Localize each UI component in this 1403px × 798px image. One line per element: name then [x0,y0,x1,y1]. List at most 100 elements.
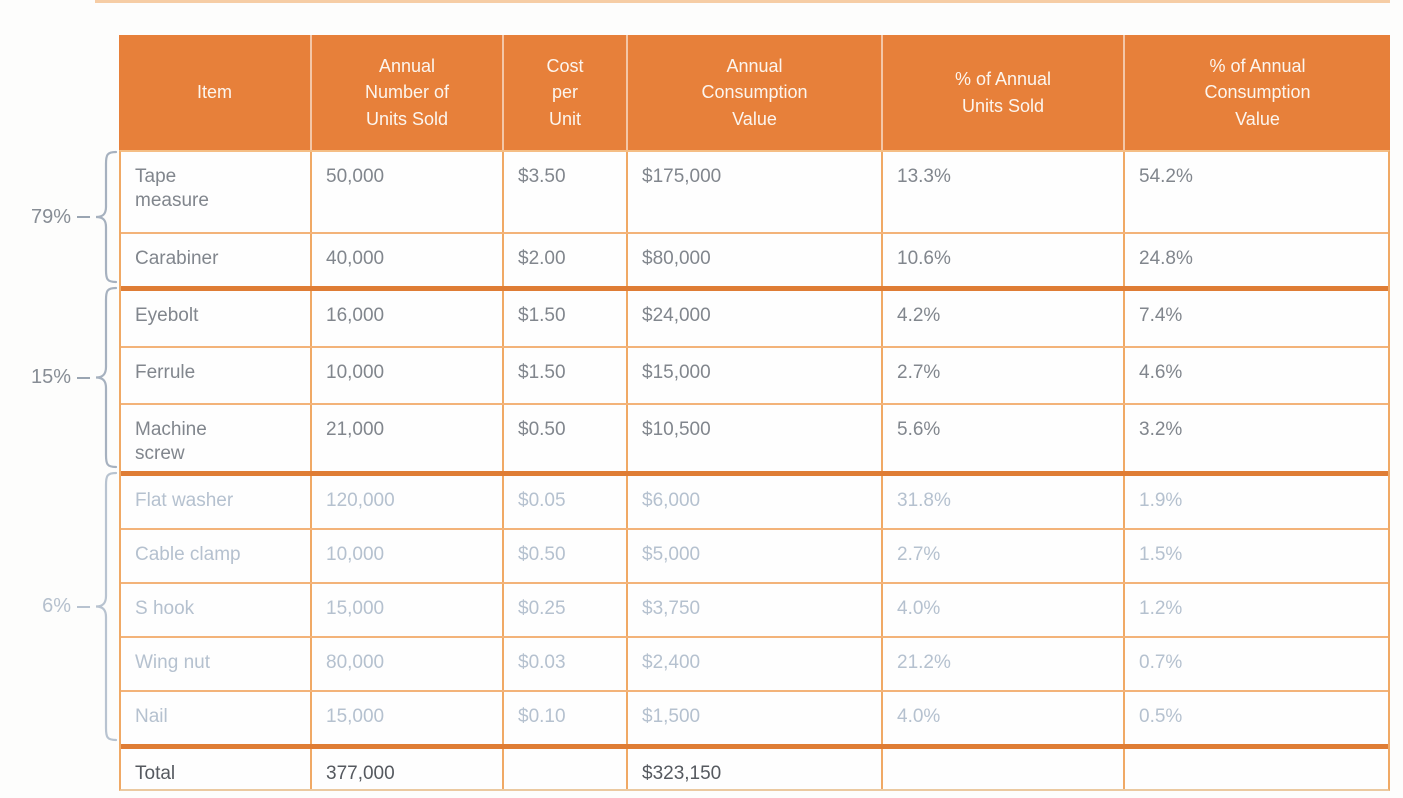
cell-value: $5,000 [626,530,881,582]
cell-pct-value: 1.2% [1123,584,1388,636]
cell-value: $175,000 [626,152,881,232]
table-row-cable-clamp: Cable clamp 10,000 $0.50 $5,000 2.7% 1.5… [121,528,1388,582]
cell-cost: $0.50 [502,405,626,471]
cell-cost: $2.00 [502,234,626,286]
cell-value: $24,000 [626,291,881,346]
cell-pct-value: 1.9% [1123,476,1388,528]
group-percent-label-c: 6% [42,595,71,617]
cell-item: S hook [135,598,195,619]
table-row-total: Total 377,000 $323,150 [121,744,1388,789]
cell-pct-units [881,749,1123,789]
top-accent-line [95,0,1390,3]
cell-units: 16,000 [310,291,502,346]
curly-brace-icon [95,150,118,284]
table-row-carabiner: Carabiner 40,000 $2.00 $80,000 10.6% 24.… [121,232,1388,286]
cell-units: 50,000 [310,152,502,232]
cell-pct-units: 4.0% [881,584,1123,636]
cell-value: $2,400 [626,638,881,690]
cell-value: $1,500 [626,692,881,744]
cell-pct-units: 4.0% [881,692,1123,744]
column-header-item: Item [196,82,232,103]
cell-value: $3,750 [626,584,881,636]
cell-pct-value: 7.4% [1123,291,1388,346]
cell-cost [502,749,626,789]
cell-units: 120,000 [310,476,502,528]
table-row-tape-measure: Tape measure 50,000 $3.50 $175,000 13.3%… [121,152,1388,232]
bracket-dash-a [77,216,90,218]
table-row-s-hook: S hook 15,000 $0.25 $3,750 4.0% 1.2% [121,582,1388,636]
cell-cost: $1.50 [502,291,626,346]
cell-cost: $0.05 [502,476,626,528]
curly-brace-icon [95,286,118,469]
cell-pct-units: 2.7% [881,530,1123,582]
cell-item: Wing nut [135,652,210,673]
cell-value: $6,000 [626,476,881,528]
cell-value: $10,500 [626,405,881,471]
column-header-pct-units-sold: % of Annual Units Sold [881,35,1123,150]
table-row-machine-screw: Machine screw 21,000 $0.50 $10,500 5.6% … [121,403,1388,471]
cell-units: 15,000 [310,692,502,744]
cell-units: 15,000 [310,584,502,636]
bracket-dash-c [77,605,90,608]
cell-pct-units: 21.2% [881,638,1123,690]
cell-pct-value: 0.7% [1123,638,1388,690]
cell-units: 10,000 [310,348,502,403]
table-row-wing-nut: Wing nut 80,000 $0.03 $2,400 21.2% 0.7% [121,636,1388,690]
cell-pct-value: 24.8% [1123,234,1388,286]
column-header-cost-per-unit: Cost per Unit [502,35,626,150]
column-header-pct-consumption-value: % of Annual Consumption Value [1123,35,1390,150]
cell-value: $323,150 [626,749,881,789]
table-row-nail: Nail 15,000 $0.10 $1,500 4.0% 0.5% [121,690,1388,744]
curly-brace-icon [95,471,118,742]
abc-analysis-table: Item Annual Number of Units Sold Cost pe… [119,35,1390,791]
cell-pct-units: 31.8% [881,476,1123,528]
cell-units: 80,000 [310,638,502,690]
column-header-consumption-value: Annual Consumption Value [626,35,881,150]
cell-cost: $0.10 [502,692,626,744]
group-bracket-a: 79% [22,150,118,284]
cell-item: Tape measure [135,166,209,211]
cell-item: Eyebolt [135,305,199,326]
cell-pct-value: 3.2% [1123,405,1388,471]
cell-pct-value: 54.2% [1123,152,1388,232]
cell-value: $80,000 [626,234,881,286]
cell-cost: $3.50 [502,152,626,232]
cell-units: 40,000 [310,234,502,286]
table-row-eyebolt: Eyebolt 16,000 $1.50 $24,000 4.2% 7.4% [121,286,1388,346]
bracket-dash-b [77,376,90,379]
cell-cost: $0.50 [502,530,626,582]
cell-pct-value [1123,749,1388,789]
cell-pct-units: 2.7% [881,348,1123,403]
cell-item: Total [135,763,176,784]
table-row-ferrule: Ferrule 10,000 $1.50 $15,000 2.7% 4.6% [121,346,1388,403]
cell-item: Ferrule [135,362,196,383]
cell-units: 21,000 [310,405,502,471]
table-row-flat-washer: Flat washer 120,000 $0.05 $6,000 31.8% 1… [121,471,1388,528]
cell-cost: $0.25 [502,584,626,636]
table-body: Tape measure 50,000 $3.50 $175,000 13.3%… [119,150,1390,791]
cell-item: Flat washer [135,490,234,511]
cell-units: 10,000 [310,530,502,582]
cell-item: Machine screw [135,419,207,464]
cell-value: $15,000 [626,348,881,403]
group-bracket-c: 6% [22,471,118,742]
cell-pct-units: 13.3% [881,152,1123,232]
cell-pct-units: 5.6% [881,405,1123,471]
cell-pct-units: 4.2% [881,291,1123,346]
cell-units: 377,000 [310,749,502,789]
group-percent-label-a: 79% [30,205,71,228]
cell-cost: $1.50 [502,348,626,403]
cell-pct-value: 4.6% [1123,348,1388,403]
table-header-row: Item Annual Number of Units Sold Cost pe… [119,35,1390,150]
cell-pct-value: 1.5% [1123,530,1388,582]
group-bracket-b: 15% [22,286,118,469]
cell-item: Cable clamp [135,544,241,565]
group-percent-label-b: 15% [30,366,71,388]
cell-pct-units: 10.6% [881,234,1123,286]
cell-cost: $0.03 [502,638,626,690]
column-header-units-sold: Annual Number of Units Sold [310,35,502,150]
cell-pct-value: 0.5% [1123,692,1388,744]
cell-item: Nail [135,706,168,727]
cell-item: Carabiner [135,248,219,269]
